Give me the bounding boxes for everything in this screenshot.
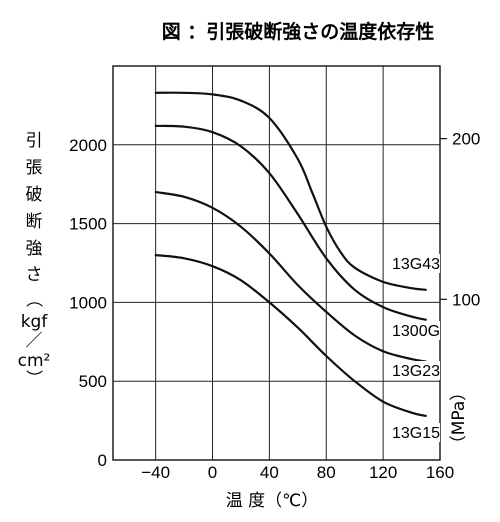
x-tick-label: 160 bbox=[426, 463, 454, 482]
y-axis-label-char: 断 bbox=[26, 212, 43, 232]
y-tick-label: 1500 bbox=[69, 215, 107, 234]
y-tick-label: 500 bbox=[79, 372, 107, 391]
y-axis-label-char: cm² bbox=[18, 351, 51, 371]
y-axis-label-char: ／ bbox=[26, 331, 43, 351]
x-tick-label: 0 bbox=[208, 463, 217, 482]
y2-tick-label: 200 bbox=[452, 130, 480, 149]
y-axis-label-char: ） bbox=[23, 370, 43, 387]
series-label-bg bbox=[390, 321, 440, 340]
x-tick-label: −40 bbox=[141, 463, 170, 482]
x-tick-label: 120 bbox=[369, 463, 397, 482]
x-axis-label: 温 度（℃） bbox=[226, 491, 319, 511]
y-axis-label-char: kgf bbox=[21, 312, 49, 332]
x-tick-label: 40 bbox=[260, 463, 279, 482]
series-label-bg bbox=[390, 423, 440, 442]
series-line-13G43 bbox=[154, 91, 427, 291]
series-label-1300G: 1300G bbox=[392, 323, 440, 340]
series-line-13G23 bbox=[154, 191, 427, 363]
y-tick-labels: 0 500 1000 1500 2000 bbox=[69, 136, 107, 470]
series-label-13G15: 13G15 bbox=[392, 425, 440, 442]
series-label-bg bbox=[390, 254, 440, 273]
series-line-13G15 bbox=[154, 254, 427, 417]
y-axis-label: 引張破断強さ （ kgf／cm²） bbox=[18, 131, 51, 387]
y2-axis-label: （MPa） bbox=[449, 384, 469, 453]
series-label-bg bbox=[390, 361, 440, 380]
y-tick-label: 2000 bbox=[69, 136, 107, 155]
y-tick-label: 1000 bbox=[69, 293, 107, 312]
y-axis-label-char: （ bbox=[23, 291, 43, 308]
x-tick-labels: −40 0 40 80 120 160 bbox=[141, 463, 454, 482]
chart-title: 図 ：引張破断強さの温度依存性 bbox=[162, 20, 435, 43]
x-tick-label: 80 bbox=[317, 463, 336, 482]
series-line-1300G bbox=[154, 124, 427, 321]
series-lines bbox=[154, 91, 427, 417]
series-label-13G43: 13G43 bbox=[392, 256, 440, 273]
y-axis-label-char: さ bbox=[26, 265, 43, 285]
y2-tick-labels: 100 200 bbox=[440, 130, 480, 309]
y-axis-label-char: 張 bbox=[26, 158, 43, 178]
series-labels: 13G43 1300G 13G23 13G15 bbox=[390, 254, 440, 442]
y-tick-label: 0 bbox=[98, 451, 107, 470]
y2-tick-label: 100 bbox=[452, 290, 480, 309]
y-axis-label-char: 強 bbox=[26, 239, 43, 259]
y-axis-label-char: 引 bbox=[26, 131, 43, 151]
y-axis-label-char: 破 bbox=[26, 185, 43, 205]
series-label-13G23: 13G23 bbox=[392, 363, 440, 380]
